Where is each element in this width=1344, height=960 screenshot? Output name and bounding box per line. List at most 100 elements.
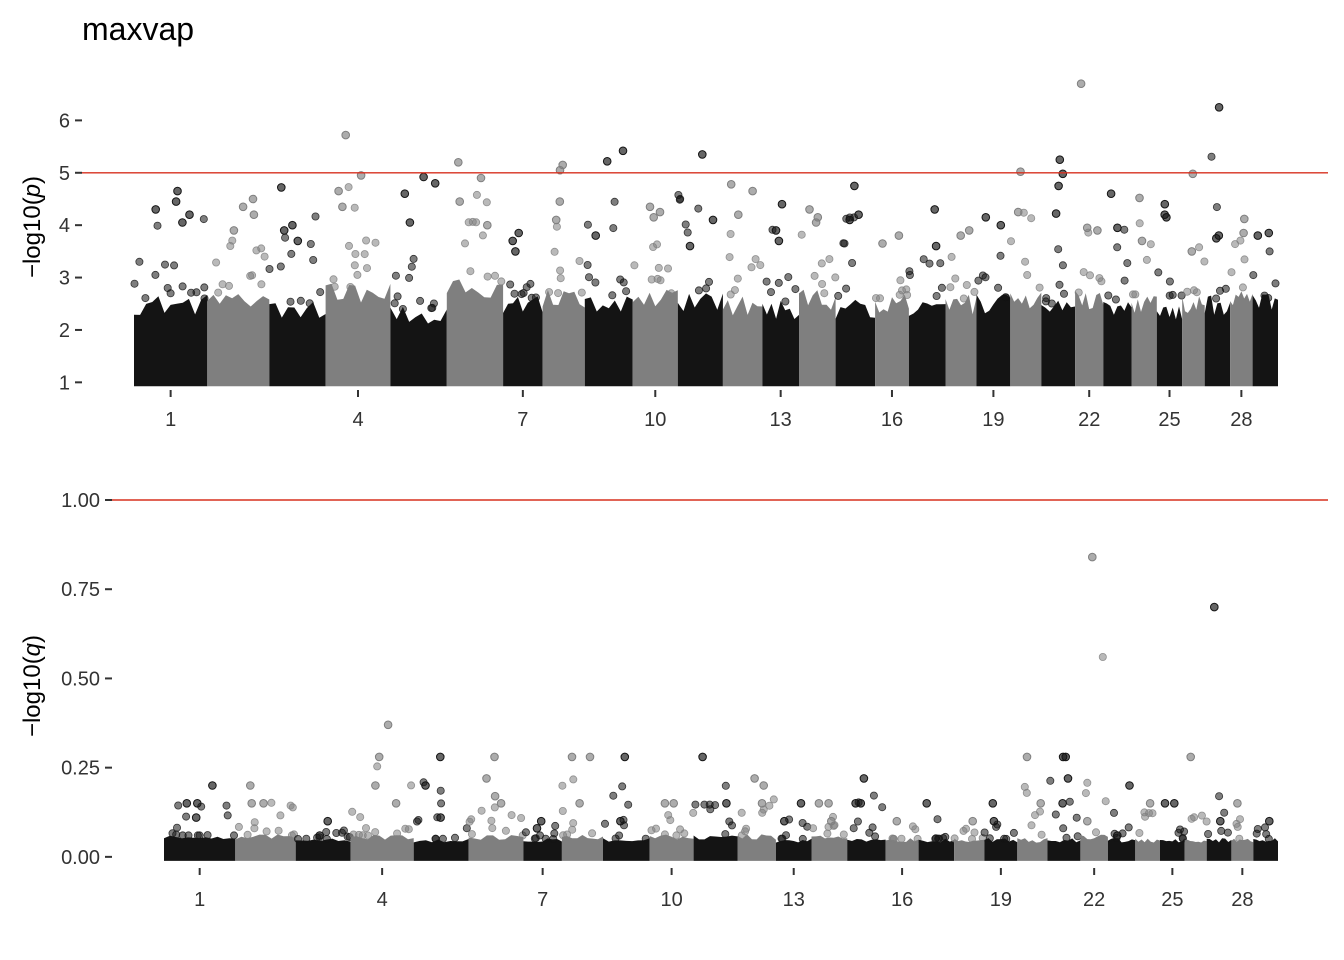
scatter-point bbox=[767, 288, 776, 297]
peak-point bbox=[956, 231, 966, 240]
x-tick-label: 25 bbox=[1161, 889, 1183, 911]
scatter-point bbox=[672, 831, 681, 840]
peak-point bbox=[698, 752, 707, 762]
peak-point bbox=[1013, 207, 1023, 217]
scatter-point bbox=[691, 800, 700, 809]
scatter-point bbox=[309, 255, 318, 264]
scatter-point bbox=[933, 815, 942, 824]
scatter-point bbox=[784, 273, 793, 282]
scatter-point bbox=[721, 830, 730, 839]
scatter-point bbox=[412, 817, 421, 826]
scatter-point bbox=[889, 835, 898, 844]
peak-point bbox=[708, 215, 718, 225]
scatter-point bbox=[848, 258, 857, 267]
scatter-point bbox=[487, 816, 496, 825]
scatter-point bbox=[1113, 243, 1122, 252]
scatter-point bbox=[1046, 776, 1055, 785]
scatter-point bbox=[329, 275, 338, 284]
peak-point bbox=[182, 799, 192, 808]
scatter-point bbox=[428, 303, 437, 312]
peak-point bbox=[536, 816, 546, 826]
chromosome-bulk-12 bbox=[722, 296, 763, 387]
peak-point bbox=[930, 205, 940, 214]
scatter-point bbox=[1101, 797, 1110, 806]
scatter-point bbox=[774, 278, 783, 287]
peak-point bbox=[1253, 231, 1263, 240]
scatter-point bbox=[462, 824, 471, 833]
peak-point bbox=[1239, 228, 1248, 238]
scatter-point bbox=[1120, 225, 1129, 234]
peak-point bbox=[178, 218, 187, 227]
peak-point bbox=[185, 210, 194, 219]
scatter-point bbox=[660, 830, 669, 839]
scatter-point bbox=[482, 198, 491, 207]
peak-point bbox=[293, 236, 303, 246]
scatter-point bbox=[1111, 295, 1120, 304]
scatter-point bbox=[925, 259, 934, 268]
peak-point bbox=[391, 799, 401, 808]
scatter-point bbox=[497, 277, 506, 286]
peak-point bbox=[845, 215, 855, 225]
y-axis-title: −log10(q) bbox=[19, 635, 46, 737]
peak-point bbox=[238, 202, 248, 212]
scatter-point bbox=[506, 280, 515, 289]
scatter-point bbox=[200, 294, 209, 303]
scatter-point bbox=[257, 244, 266, 253]
scatter-point bbox=[468, 217, 477, 226]
scatter-point bbox=[1129, 290, 1138, 299]
scatter-point bbox=[1217, 826, 1226, 835]
peak-point bbox=[931, 241, 941, 251]
peak-point bbox=[483, 220, 492, 230]
scatter-point bbox=[517, 814, 526, 823]
peak-point bbox=[805, 205, 814, 214]
scatter-point bbox=[583, 220, 592, 229]
scatter-point bbox=[393, 829, 402, 838]
scatter-point bbox=[362, 264, 371, 273]
scatter-point bbox=[151, 270, 160, 279]
scatter-point bbox=[178, 282, 187, 291]
y-tick-label: 4 bbox=[59, 215, 70, 237]
scatter-point bbox=[322, 828, 331, 837]
scatter-point bbox=[160, 260, 169, 269]
scatter-point bbox=[1235, 834, 1244, 843]
scatter-point bbox=[781, 297, 790, 306]
scatter-point bbox=[666, 816, 675, 825]
peak-point bbox=[757, 799, 767, 808]
scatter-point bbox=[172, 823, 181, 832]
chromosome-bulk-1 bbox=[134, 295, 208, 387]
peak-point bbox=[1160, 799, 1170, 808]
scatter-point bbox=[1079, 268, 1088, 277]
peak-point bbox=[421, 781, 430, 790]
scatter-point bbox=[1135, 829, 1144, 838]
scatter-point bbox=[1009, 828, 1018, 837]
scatter-point bbox=[591, 278, 600, 287]
peak-point bbox=[419, 172, 428, 182]
scatter-point bbox=[577, 288, 586, 297]
scatter-point bbox=[985, 834, 994, 843]
y-tick-label: 1.00 bbox=[61, 490, 100, 512]
scatter-point bbox=[262, 827, 271, 836]
scatter-point bbox=[1187, 814, 1196, 823]
chromosome-bulk-14 bbox=[799, 289, 836, 387]
scatter-point bbox=[350, 261, 359, 270]
y-axis-title-main: −log10( bbox=[19, 197, 46, 278]
bulk-points bbox=[130, 152, 1280, 387]
scatter-point bbox=[203, 831, 212, 840]
scatter-point bbox=[1238, 283, 1247, 292]
scatter-point bbox=[243, 830, 252, 839]
scatter-point bbox=[431, 834, 440, 843]
chromosome-bulk-23 bbox=[1107, 838, 1136, 861]
scatter-point bbox=[552, 222, 561, 231]
peak-point bbox=[1082, 223, 1092, 233]
scatter-point bbox=[1002, 834, 1011, 843]
x-tick-label: 10 bbox=[644, 409, 666, 431]
scatter-point bbox=[618, 782, 627, 791]
scatter-point bbox=[393, 292, 402, 301]
scatter-point bbox=[1058, 261, 1067, 270]
chromosome-bulk-18 bbox=[954, 838, 985, 861]
scatter-point bbox=[825, 255, 834, 264]
chromosome-bulk-6 bbox=[446, 279, 504, 387]
scatter-point bbox=[1190, 286, 1199, 295]
scatter-point bbox=[346, 282, 355, 291]
scatter-point bbox=[466, 267, 475, 276]
